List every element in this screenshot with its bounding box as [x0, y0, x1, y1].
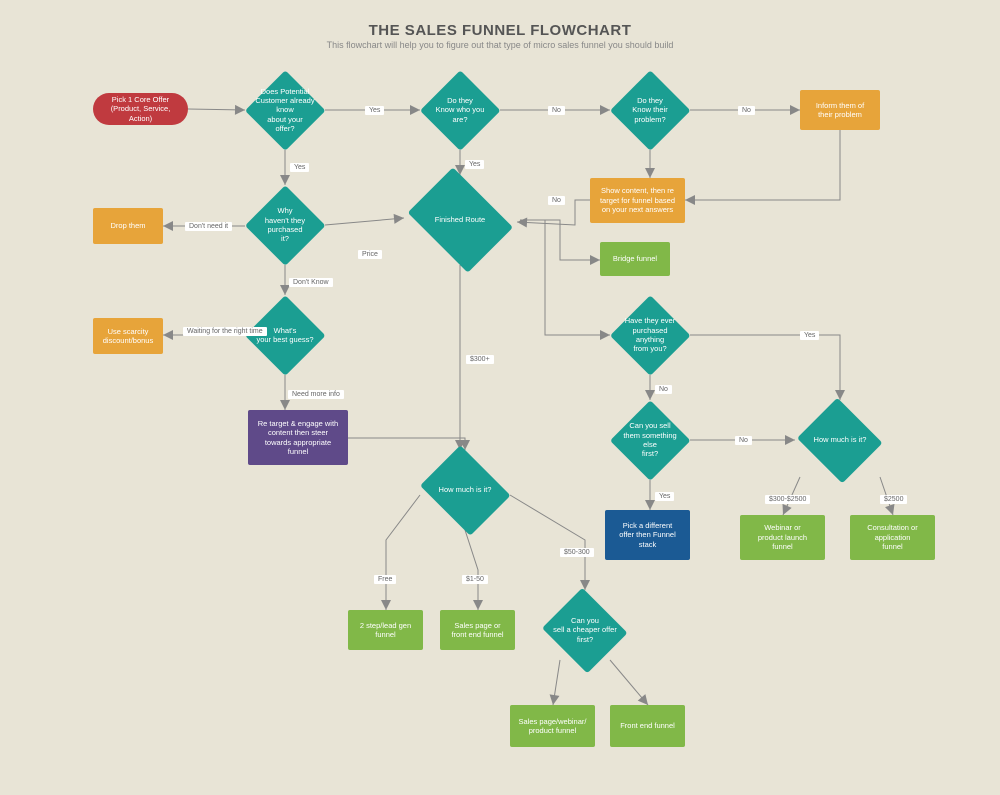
- node-d_howmuch2: How much is it?: [795, 400, 885, 480]
- node-retarget_funnel: Show content, then retarget for funnel b…: [590, 178, 685, 223]
- edge-label: Yes: [290, 163, 309, 172]
- edge-label: Don't Know: [289, 278, 333, 287]
- page-subtitle: This flowchart will help you to figure o…: [0, 40, 1000, 50]
- edge-label: Yes: [465, 160, 484, 169]
- flowchart-canvas: Pick 1 Core Offer(Product, Service, Acti…: [0, 0, 1000, 790]
- edge-label: Need more info: [288, 390, 344, 399]
- edge-label: Price: [358, 250, 382, 259]
- edge-label: Don't need it: [185, 222, 232, 231]
- edge-label: No: [735, 436, 752, 445]
- edge-label: $300+: [466, 355, 494, 364]
- edge-label: No: [655, 385, 672, 394]
- edge-label: $50-300: [560, 548, 594, 557]
- node-front_end: Front end funnel: [610, 705, 685, 747]
- node-inform: Inform them oftheir problem: [800, 90, 880, 130]
- node-consult: Consultation orapplicationfunnel: [850, 515, 935, 560]
- edge-label: $1-50: [462, 575, 488, 584]
- edge-label: No: [738, 106, 755, 115]
- node-webinar: Webinar orproduct launchfunnel: [740, 515, 825, 560]
- node-scarcity: Use scarcitydiscount/bonus: [93, 318, 163, 354]
- edge-label: No: [548, 196, 565, 205]
- node-salespage: Sales page orfront end funnel: [440, 610, 515, 650]
- node-start: Pick 1 Core Offer(Product, Service, Acti…: [93, 93, 188, 125]
- edge-label: No: [548, 106, 565, 115]
- node-d_sell_else: Can you sellthem something elsefirst?: [610, 400, 690, 480]
- node-leadgen: 2 step/lead genfunnel: [348, 610, 423, 650]
- node-d_know_offer: Does PotentialCustomer already knowabout…: [245, 70, 325, 150]
- edge-label: Yes: [365, 106, 384, 115]
- node-d_know_you: Do theyKnow who you are?: [420, 70, 500, 150]
- node-d_howmuch: How much is it?: [415, 450, 515, 530]
- node-d_finished: Finished Route: [400, 175, 520, 265]
- edge-label: Waiting for the right time: [183, 327, 267, 336]
- page-title: THE SALES FUNNEL FLOWCHART: [0, 22, 1000, 39]
- edge-label: Yes: [800, 331, 819, 340]
- node-pick_diff: Pick a differentoffer then Funnelstack: [605, 510, 690, 560]
- node-retarget_content: Re target & engage withcontent then stee…: [248, 410, 348, 465]
- edge-label: Free: [374, 575, 396, 584]
- node-d_why_not: Whyhaven't they purchasedit?: [245, 185, 325, 265]
- node-d_purchased: Have they everpurchased anythingfrom you…: [610, 295, 690, 375]
- edge-label: $300-$2500: [765, 495, 810, 504]
- node-d_cheaper: Can yousell a cheaper offer first?: [540, 590, 630, 670]
- node-drop_them: Drop them: [93, 208, 163, 244]
- node-bridge: Bridge funnel: [600, 242, 670, 276]
- node-d_know_prob: Do theyKnow their problem?: [610, 70, 690, 150]
- node-sp_webinar: Sales page/webinar/product funnel: [510, 705, 595, 747]
- edge-label: Yes: [655, 492, 674, 501]
- edge-label: $2500: [880, 495, 907, 504]
